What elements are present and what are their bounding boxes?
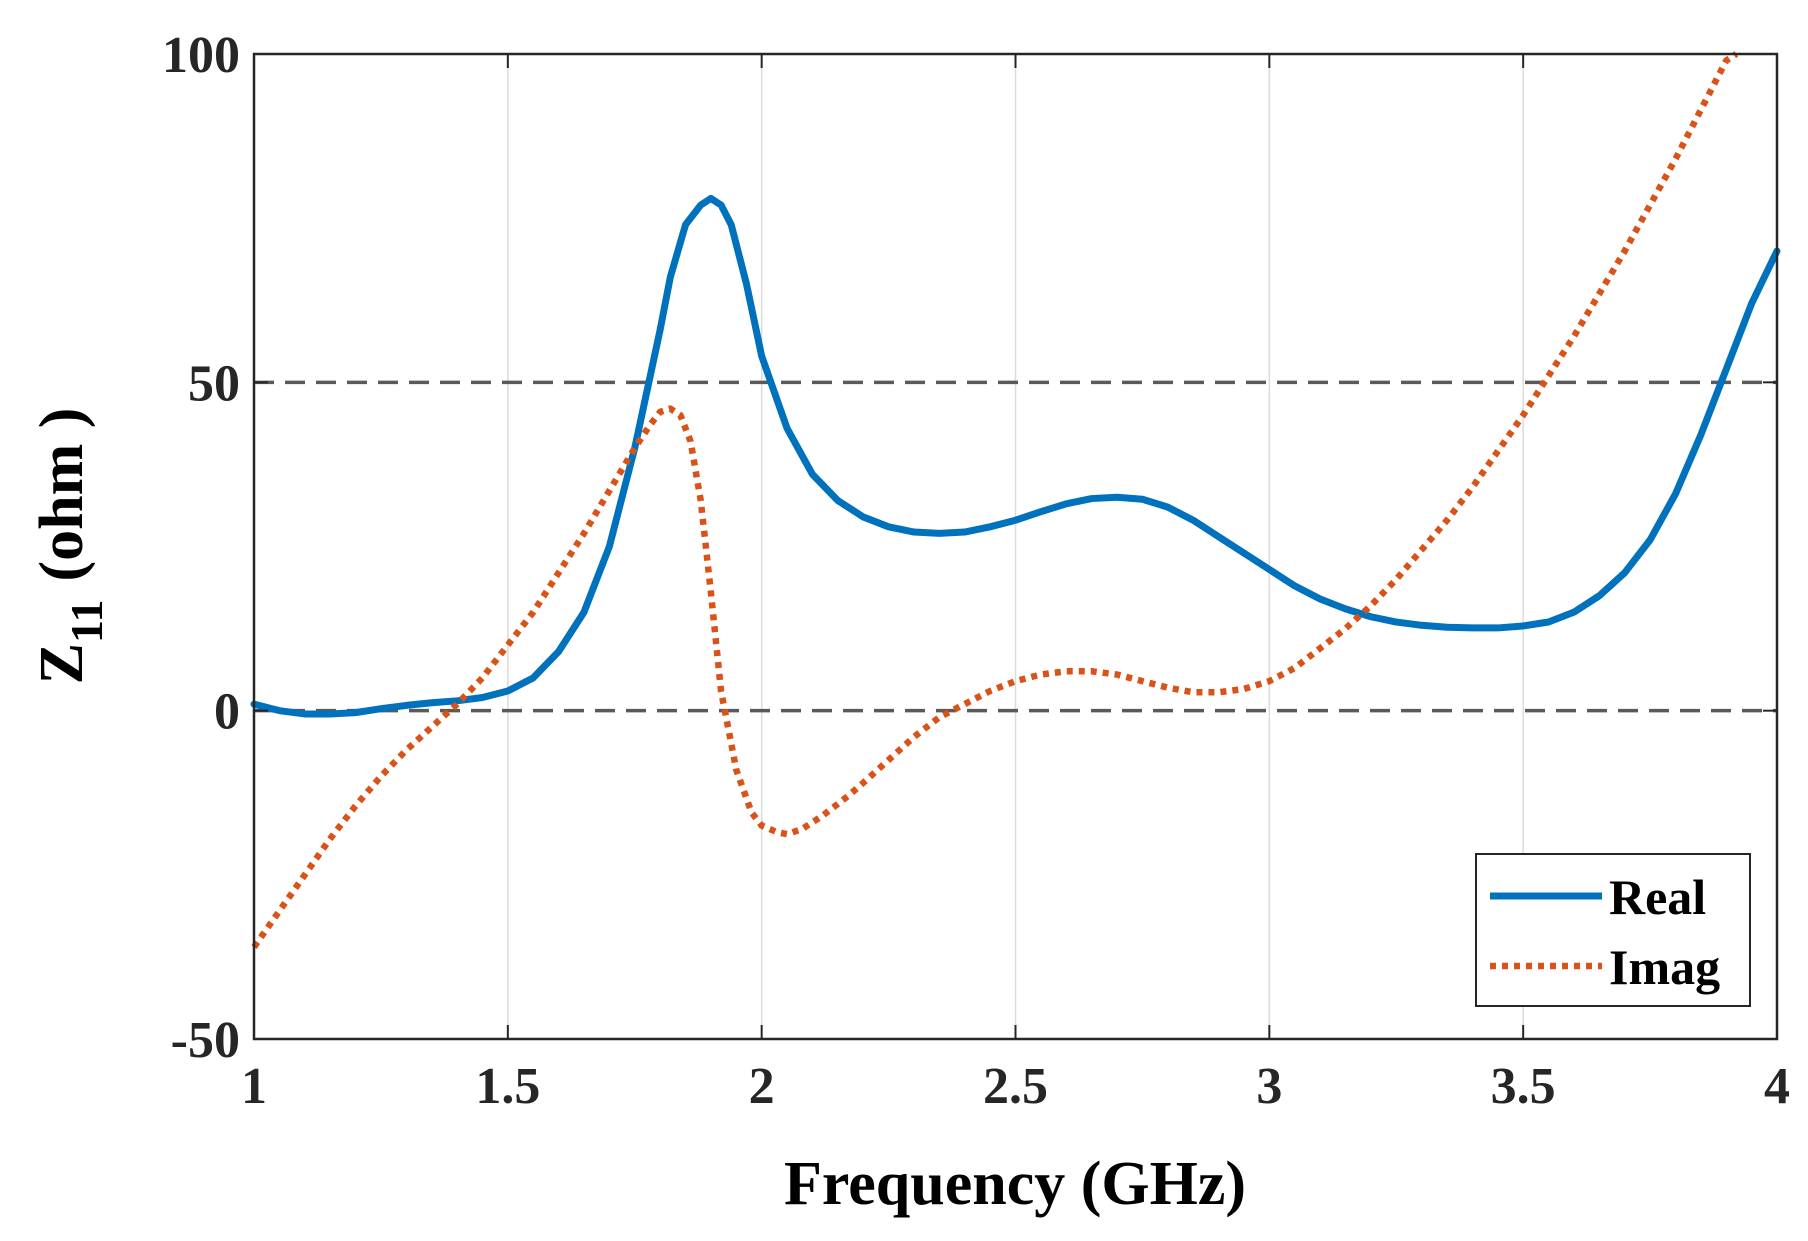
- tick-marks: [253, 53, 1778, 1040]
- x-axis-title: Frequency (GHz): [784, 1150, 1246, 1218]
- y-tick-label: 0: [214, 684, 240, 741]
- series-line-imag: [251, 51, 1739, 949]
- series-line-real: [250, 194, 1781, 718]
- x-tick-label: 3.5: [1491, 1058, 1556, 1115]
- y-axis-title-symbol: Z: [28, 643, 96, 684]
- y-tick-label: 50: [188, 355, 240, 412]
- x-tick-label: 2: [749, 1058, 775, 1115]
- y-axis-title-unit: (ohm ): [28, 408, 96, 582]
- legend-box: [1475, 853, 1751, 1007]
- y-tick-label: -50: [171, 1012, 240, 1069]
- x-tick-label: 4: [1764, 1058, 1790, 1115]
- x-tick-label: 1: [241, 1058, 267, 1115]
- series-layer: [250, 51, 1781, 949]
- y-tick-labels: -50 0 50 100: [162, 27, 240, 1069]
- legend-label-imag: Imag: [1609, 939, 1720, 995]
- legend-label-real: Real: [1609, 869, 1706, 925]
- reference-lines: [254, 380, 1777, 713]
- x-tick-label: 1.5: [475, 1058, 540, 1115]
- legend: Real Imag: [1475, 853, 1751, 1007]
- x-tick-label: 3: [1256, 1058, 1282, 1115]
- x-tick-labels: 1 1.5 2 2.5 3 3.5 4: [241, 1058, 1790, 1115]
- y-axis-title: Z11 (ohm ): [28, 408, 112, 685]
- y-axis-title-subscript: 11: [61, 600, 112, 643]
- y-tick-label: 100: [162, 27, 240, 84]
- x-tick-label: 2.5: [983, 1058, 1048, 1115]
